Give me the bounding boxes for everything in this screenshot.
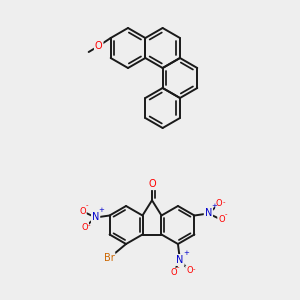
Text: N: N [92, 212, 99, 223]
Text: +: + [99, 208, 104, 214]
Text: O: O [79, 207, 86, 216]
Text: -: - [85, 202, 88, 208]
Text: Br: Br [104, 253, 114, 263]
Text: N: N [205, 208, 212, 218]
Text: O: O [170, 268, 177, 278]
Text: -: - [224, 211, 227, 217]
Text: -: - [222, 199, 225, 205]
Text: +: + [183, 250, 189, 256]
Text: O: O [218, 215, 225, 224]
Text: O: O [82, 223, 88, 232]
Text: O: O [186, 266, 193, 275]
Text: N: N [176, 255, 184, 265]
Text: +: + [212, 203, 217, 209]
Text: -: - [192, 266, 195, 272]
Text: O: O [95, 41, 103, 51]
Text: O: O [216, 200, 223, 208]
Text: -: - [88, 222, 90, 228]
Text: -: - [176, 264, 179, 270]
Text: O: O [148, 179, 156, 189]
